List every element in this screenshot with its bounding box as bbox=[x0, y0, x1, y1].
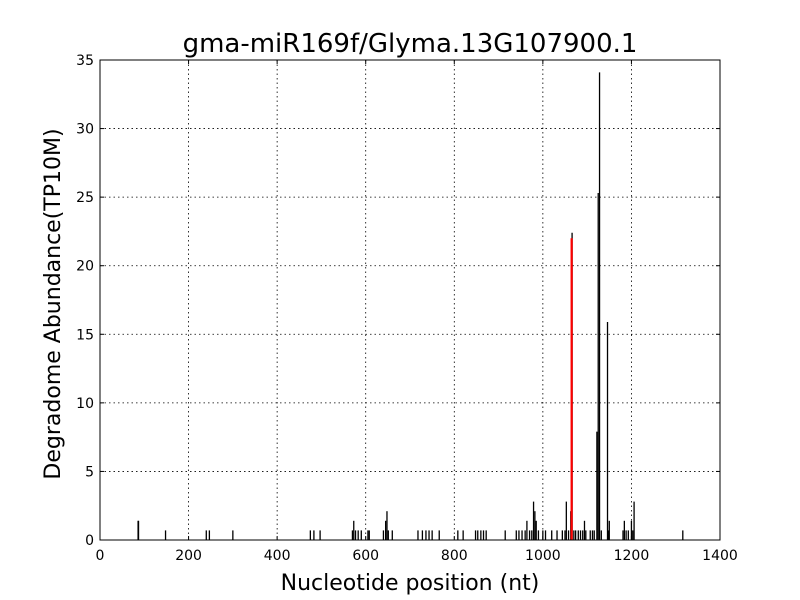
x-tick-label: 0 bbox=[96, 548, 105, 564]
x-tick-label: 200 bbox=[175, 548, 202, 564]
y-tick-label: 15 bbox=[76, 327, 94, 343]
x-tick-label: 400 bbox=[264, 548, 291, 564]
y-tick-label: 5 bbox=[85, 464, 94, 480]
x-tick-label: 1200 bbox=[614, 548, 650, 564]
x-tick-label: 800 bbox=[441, 548, 468, 564]
chart-title: gma-miR169f/Glyma.13G107900.1 bbox=[183, 29, 638, 59]
x-tick-label: 1400 bbox=[702, 548, 738, 564]
y-tick-label: 25 bbox=[76, 190, 94, 206]
x-tick-label: 1000 bbox=[525, 548, 561, 564]
y-tick-label: 10 bbox=[76, 396, 94, 412]
y-axis-title: Degradome Abundance(TP10M) bbox=[41, 128, 66, 479]
axis-ticks: 0 200 400 600 800 1000 1200 1400 0 5 10 15 20 25 30 35 bbox=[76, 53, 738, 564]
y-tick-label: 0 bbox=[85, 533, 94, 549]
plot-bars bbox=[137, 72, 684, 540]
plot-frame bbox=[99, 59, 721, 541]
y-tick-label: 35 bbox=[76, 53, 94, 69]
grid bbox=[99, 59, 721, 541]
y-tick-label: 20 bbox=[76, 259, 94, 275]
x-axis-title: Nucleotide position (nt) bbox=[281, 571, 540, 596]
x-tick-label: 600 bbox=[352, 548, 379, 564]
y-tick-label: 30 bbox=[76, 122, 94, 138]
